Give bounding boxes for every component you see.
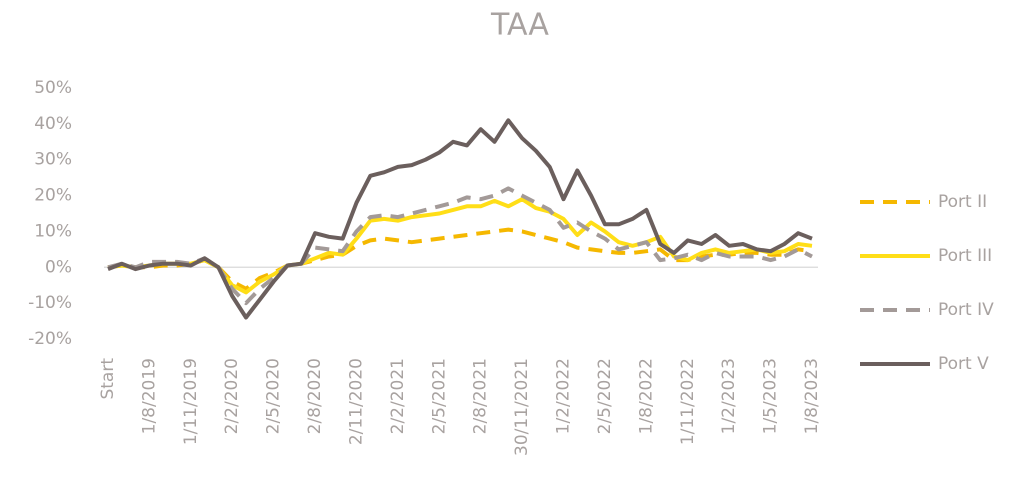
x-tick-label: 1/2/2022 xyxy=(554,358,574,434)
legend-label: Port V xyxy=(938,354,989,374)
y-tick-label: -20% xyxy=(28,329,72,349)
x-tick-label: 1/8/2022 xyxy=(636,358,656,434)
x-tick-label: 1/8/2023 xyxy=(802,358,822,434)
series-line xyxy=(107,118,813,320)
x-tick-label: 2/5/2022 xyxy=(595,358,615,434)
x-tick-label: 2/8/2021 xyxy=(471,358,491,434)
y-tick-label: 30% xyxy=(34,150,72,170)
y-tick-label: 10% xyxy=(34,221,72,241)
x-tick-label: 1/11/2019 xyxy=(181,358,201,445)
x-tick-label: 1/2/2023 xyxy=(719,358,739,434)
y-tick-label: 40% xyxy=(34,114,72,134)
x-tick-label: Start xyxy=(98,358,118,400)
x-tick-label: 2/2/2020 xyxy=(222,358,242,434)
x-tick-label: 2/8/2020 xyxy=(305,358,325,434)
x-tick-label: 1/8/2019 xyxy=(139,358,159,434)
legend-label: Port IV xyxy=(938,300,994,320)
x-tick-label: 2/2/2021 xyxy=(388,358,408,434)
series-line xyxy=(107,197,813,295)
y-tick-label: 20% xyxy=(34,186,72,206)
x-tick-label: 30/11/2021 xyxy=(512,358,532,456)
series-line xyxy=(107,186,813,306)
x-tick-label: 1/11/2022 xyxy=(678,358,698,445)
x-tick-label: 1/5/2023 xyxy=(761,358,781,434)
x-tick-label: 2/5/2020 xyxy=(264,358,284,434)
chart-title: TAA xyxy=(490,8,549,43)
x-tick-label: 2/5/2021 xyxy=(429,358,449,434)
legend-label: Port II xyxy=(938,192,987,212)
y-tick-label: 0% xyxy=(45,257,72,277)
y-tick-label: -10% xyxy=(28,293,72,313)
y-tick-label: 50% xyxy=(34,78,72,98)
legend-label: Port III xyxy=(938,246,992,266)
x-tick-label: 2/11/2020 xyxy=(346,358,366,445)
